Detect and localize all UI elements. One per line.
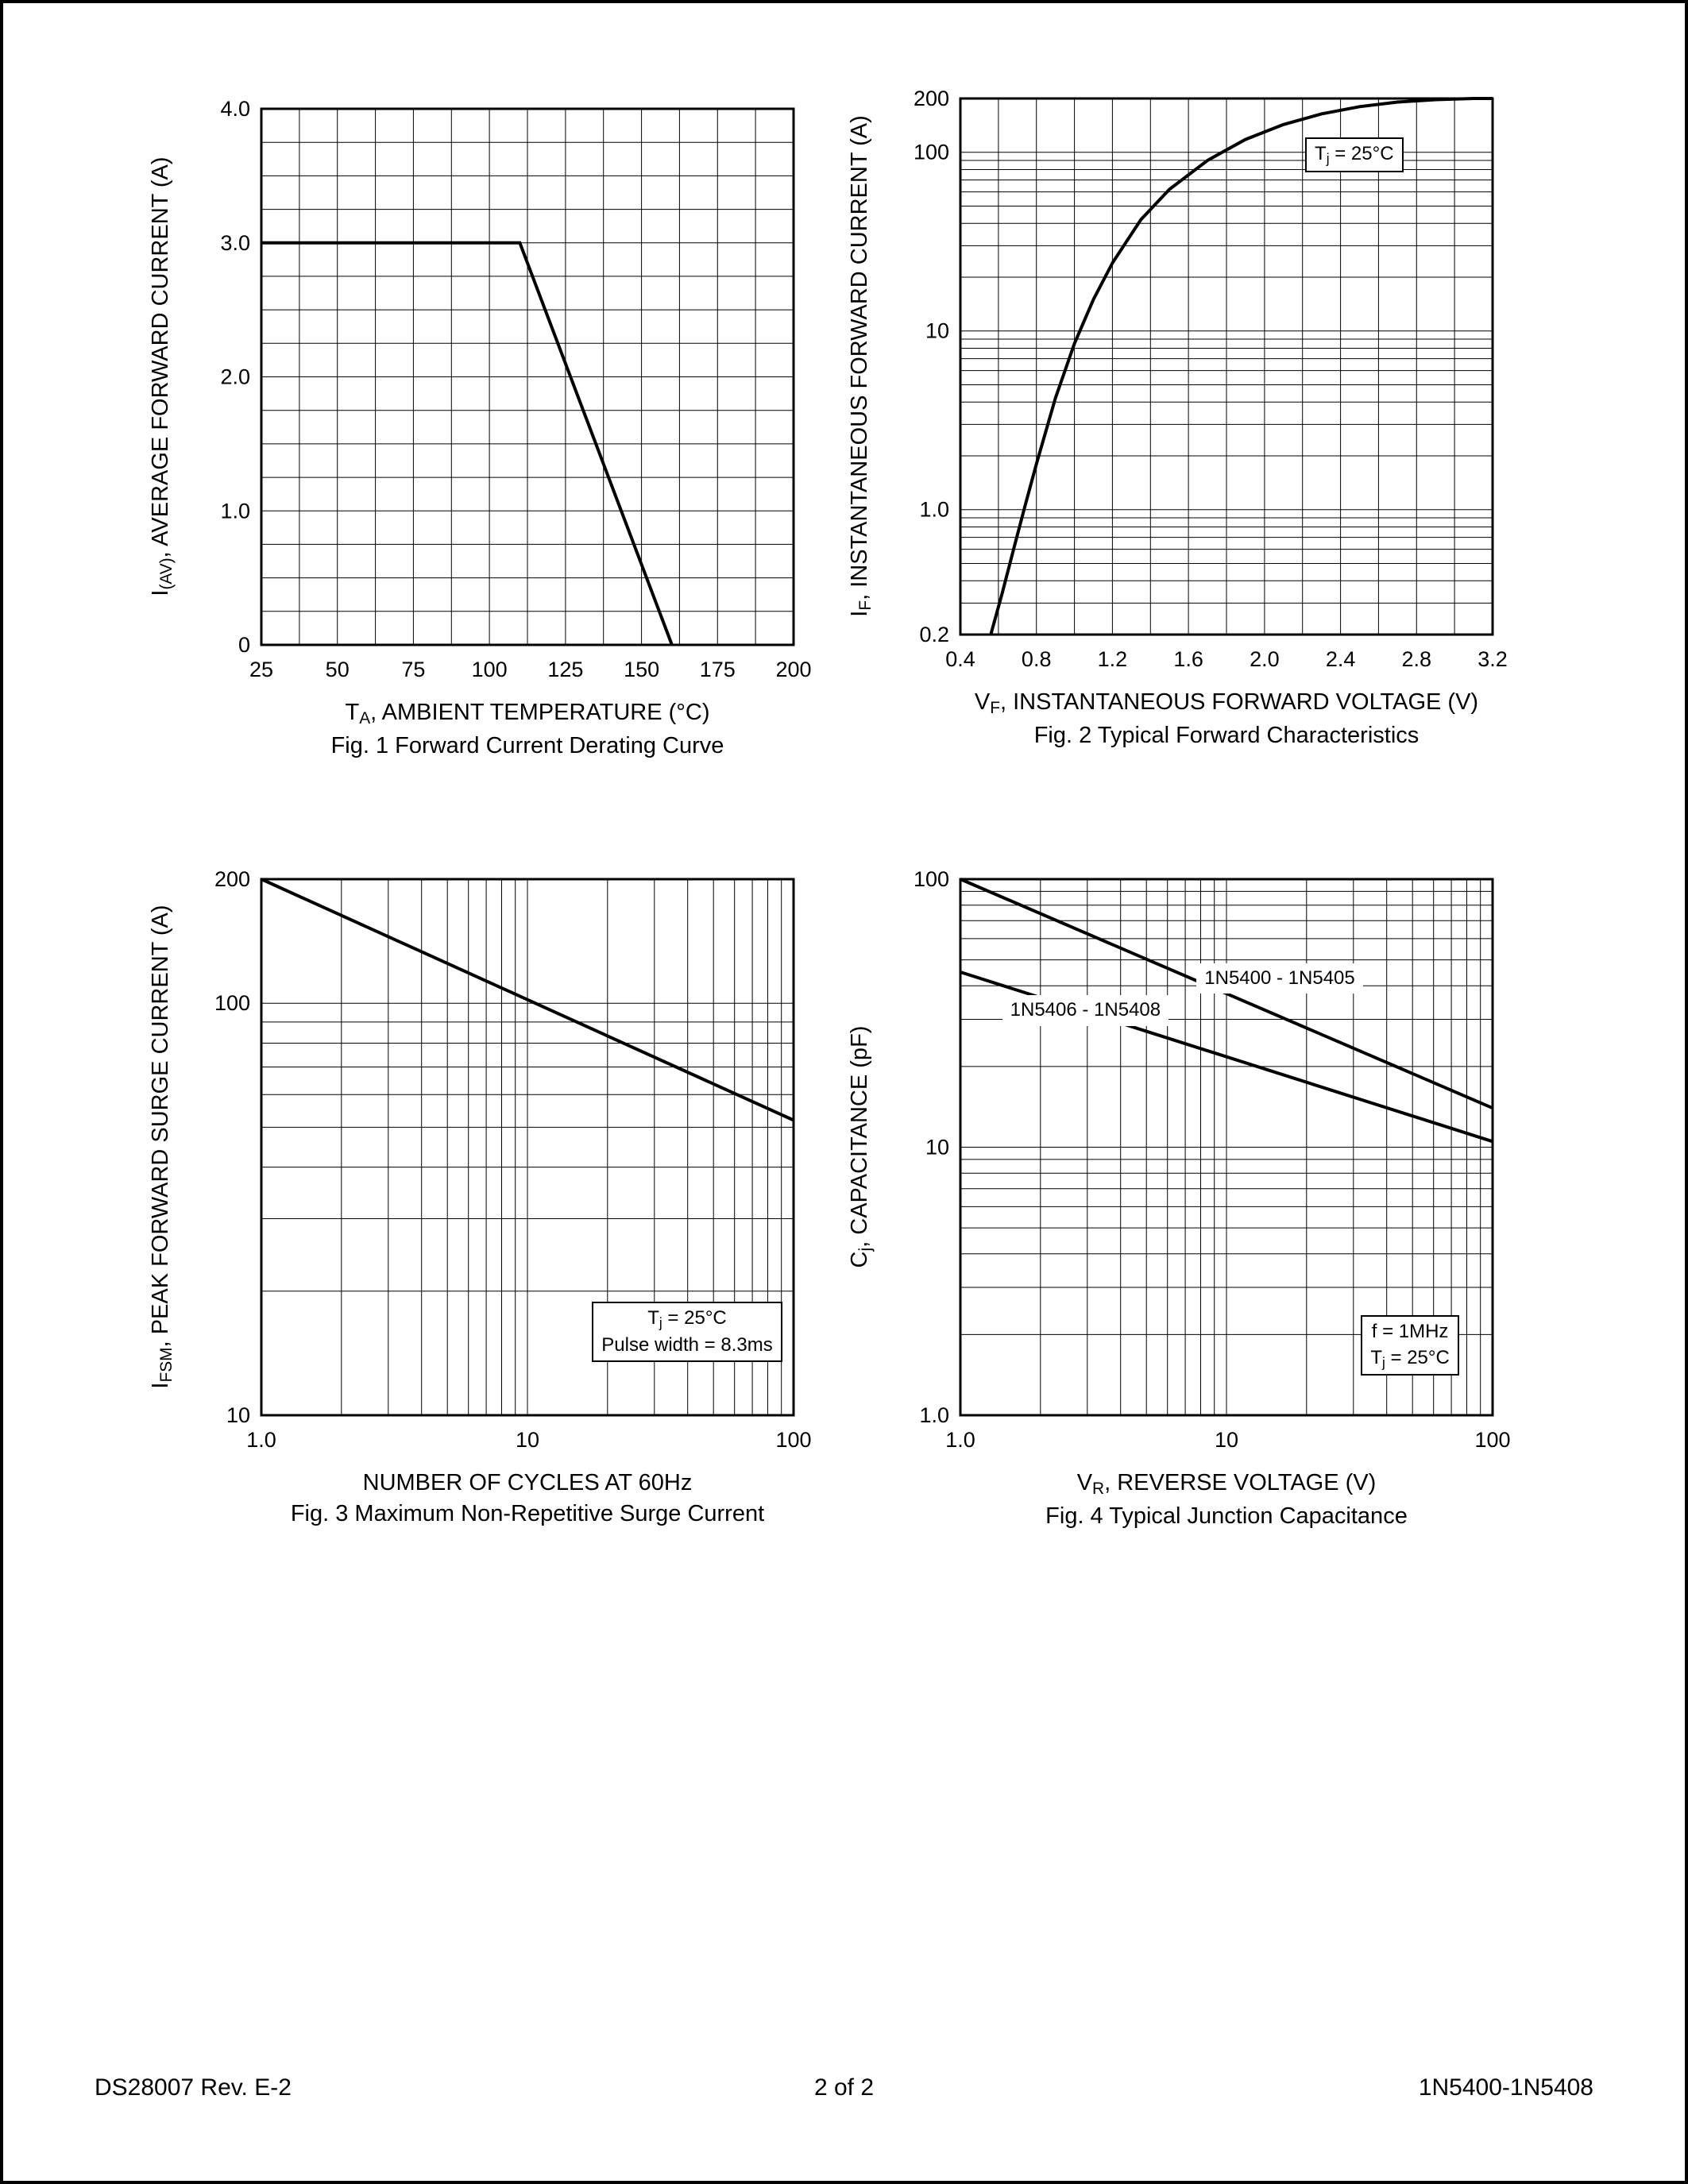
x-tick-label: 1.0 xyxy=(246,1428,276,1452)
x-tick-label: 125 xyxy=(547,658,583,681)
x-tick-label: 1.6 xyxy=(1173,647,1203,671)
fig1-x-axis-title: TA, AMBIENT TEMPERATURE (°C) xyxy=(345,700,710,728)
x-tick-label: 0.8 xyxy=(1022,647,1052,671)
page-number: 2 of 2 xyxy=(813,2074,875,2101)
x-tick-label: 10 xyxy=(516,1428,539,1452)
x-tick-label: 25 xyxy=(249,658,273,681)
y-tick-label: 2.0 xyxy=(220,365,250,389)
x-tick-label: 10 xyxy=(1215,1428,1238,1452)
series-average-forward-current-derating xyxy=(261,241,674,646)
fig4-caption: Fig. 4 Typical Junction Capacitance xyxy=(1045,1503,1408,1530)
series-instantaneous-forward-current xyxy=(989,97,1493,635)
y-tick-label: 4.0 xyxy=(220,97,250,121)
part-number-range: 1N5400-1N5408 xyxy=(1418,2074,1593,2101)
surge-conditions-label: Tj = 25°C Pulse width = 8.3ms xyxy=(592,1302,782,1363)
fig1-y-axis-title: I(AV), AVERAGE FORWARD CURRENT (A) xyxy=(134,97,190,689)
y-tick-label: 10 xyxy=(925,1136,949,1160)
x-tick-label: 2.4 xyxy=(1326,647,1356,671)
y-tick-label: 1.0 xyxy=(919,498,949,522)
plot-border xyxy=(959,878,1494,1417)
x-tick-label: 50 xyxy=(326,658,350,681)
plot-border xyxy=(260,107,795,646)
fig4-y-axis-title: Cj, CAPACITANCE (pF) xyxy=(833,867,889,1459)
series-label-1n5406-1n5408: 1N5406 - 1N5408 xyxy=(1002,995,1169,1026)
y-tick-label: 100 xyxy=(214,991,250,1015)
test-conditions-label: f = 1MHz Tj = 25°C xyxy=(1361,1315,1459,1376)
doc-revision: DS28007 Rev. E-2 xyxy=(95,2074,292,2101)
tj-25c-label: Tj = 25°C xyxy=(1305,137,1404,172)
x-tick-label: 100 xyxy=(775,1428,811,1452)
fig3-y-axis-title-text: IFSM, PEAK FORWARD SURGE CURRENT (A) xyxy=(147,905,176,1389)
y-tick-label: 0 xyxy=(238,633,250,657)
y-tick-label: 100 xyxy=(914,141,949,164)
series-1n5400-1n5405 xyxy=(960,878,1493,1110)
x-tick-label: 175 xyxy=(700,658,736,681)
x-tick-label: 0.4 xyxy=(945,647,975,671)
x-tick-label: 2.0 xyxy=(1250,647,1280,671)
series-label-1n5400-1n5405: 1N5400 - 1N5405 xyxy=(1196,963,1363,994)
x-tick-label: 200 xyxy=(775,658,811,681)
x-tick-label: 1.0 xyxy=(945,1428,975,1452)
fig3-surge-current-chart: IFSM, PEAK FORWARD SURGE CURRENT (A) 1.0… xyxy=(134,867,817,1527)
fig4-y-axis-title-text: Cj, CAPACITANCE (pF) xyxy=(846,1025,875,1268)
x-tick-label: 100 xyxy=(1474,1428,1510,1452)
y-tick-label: 100 xyxy=(914,867,949,891)
x-tick-label: 75 xyxy=(401,658,425,681)
fig3-x-axis-title: NUMBER OF CYCLES AT 60Hz xyxy=(362,1470,693,1495)
y-tick-label: 200 xyxy=(914,87,949,110)
fig2-caption: Fig. 2 Typical Forward Characteristics xyxy=(1033,723,1420,749)
fig4-plot: 1.0 10 100 1.0 10 100 1N5400 - 1N5405 1N5406 - … xyxy=(914,867,1511,1452)
x-tick-label: 1.2 xyxy=(1098,647,1128,671)
x-tick-label: 2.8 xyxy=(1402,647,1432,671)
series-peak-forward-surge-current xyxy=(261,878,794,1122)
x-tick-label: 3.2 xyxy=(1477,647,1508,671)
fig1-forward-current-derating-chart: I(AV), AVERAGE FORWARD CURRENT (A) 25 50 7… xyxy=(134,97,817,759)
fig1-caption: Fig. 1 Forward Current Derating Curve xyxy=(330,733,724,759)
page-footer: DS28007 Rev. E-2 2 of 2 1N5400-1N5408 xyxy=(95,2074,1593,2101)
plot-border xyxy=(260,878,795,1417)
x-tick-label: 100 xyxy=(472,658,508,681)
fig2-y-axis-title-text: IF, INSTANTANEOUS FORWARD CURRENT (A) xyxy=(846,115,875,617)
y-tick-label: 200 xyxy=(214,867,250,891)
fig3-caption: Fig. 3 Maximum Non-Repetitive Surge Curr… xyxy=(290,1501,765,1526)
y-tick-label: 3.0 xyxy=(220,231,250,255)
fig2-x-axis-title: VF, INSTANTANEOUS FORWARD VOLTAGE (V) xyxy=(974,689,1479,718)
x-tick-label: 150 xyxy=(624,658,659,681)
fig2-typical-forward-characteristics-chart: IF, INSTANTANEOUS FORWARD CURRENT (A) 0.… xyxy=(833,87,1516,749)
fig4-junction-capacitance-chart: Cj, CAPACITANCE (pF) 1.0 10 100 1.0 10 100 1N5… xyxy=(833,867,1516,1530)
y-tick-label: 10 xyxy=(925,319,949,343)
fig1-y-axis-title-text: I(AV), AVERAGE FORWARD CURRENT (A) xyxy=(147,156,176,596)
y-tick-label: 10 xyxy=(226,1403,250,1427)
fig3-y-axis-title: IFSM, PEAK FORWARD SURGE CURRENT (A) xyxy=(134,867,190,1459)
y-tick-label: 0.2 xyxy=(919,623,949,646)
y-tick-label: 1.0 xyxy=(220,499,250,523)
fig1-plot: 25 50 75 100 125 150 175 200 0 1.0 2.0 3.0 4.0 xyxy=(220,97,811,681)
fig2-plot: 0.4 0.8 1.2 1.6 2.0 2.4 2.8 3.2 0.2 1.0 10 100 200 Tj… xyxy=(914,87,1508,671)
plot-border xyxy=(959,97,1494,636)
fig4-x-axis-title: VR, REVERSE VOLTAGE (V) xyxy=(1076,1470,1377,1499)
y-tick-label: 1.0 xyxy=(919,1403,949,1427)
fig2-y-axis-title: IF, INSTANTANEOUS FORWARD CURRENT (A) xyxy=(833,87,889,678)
